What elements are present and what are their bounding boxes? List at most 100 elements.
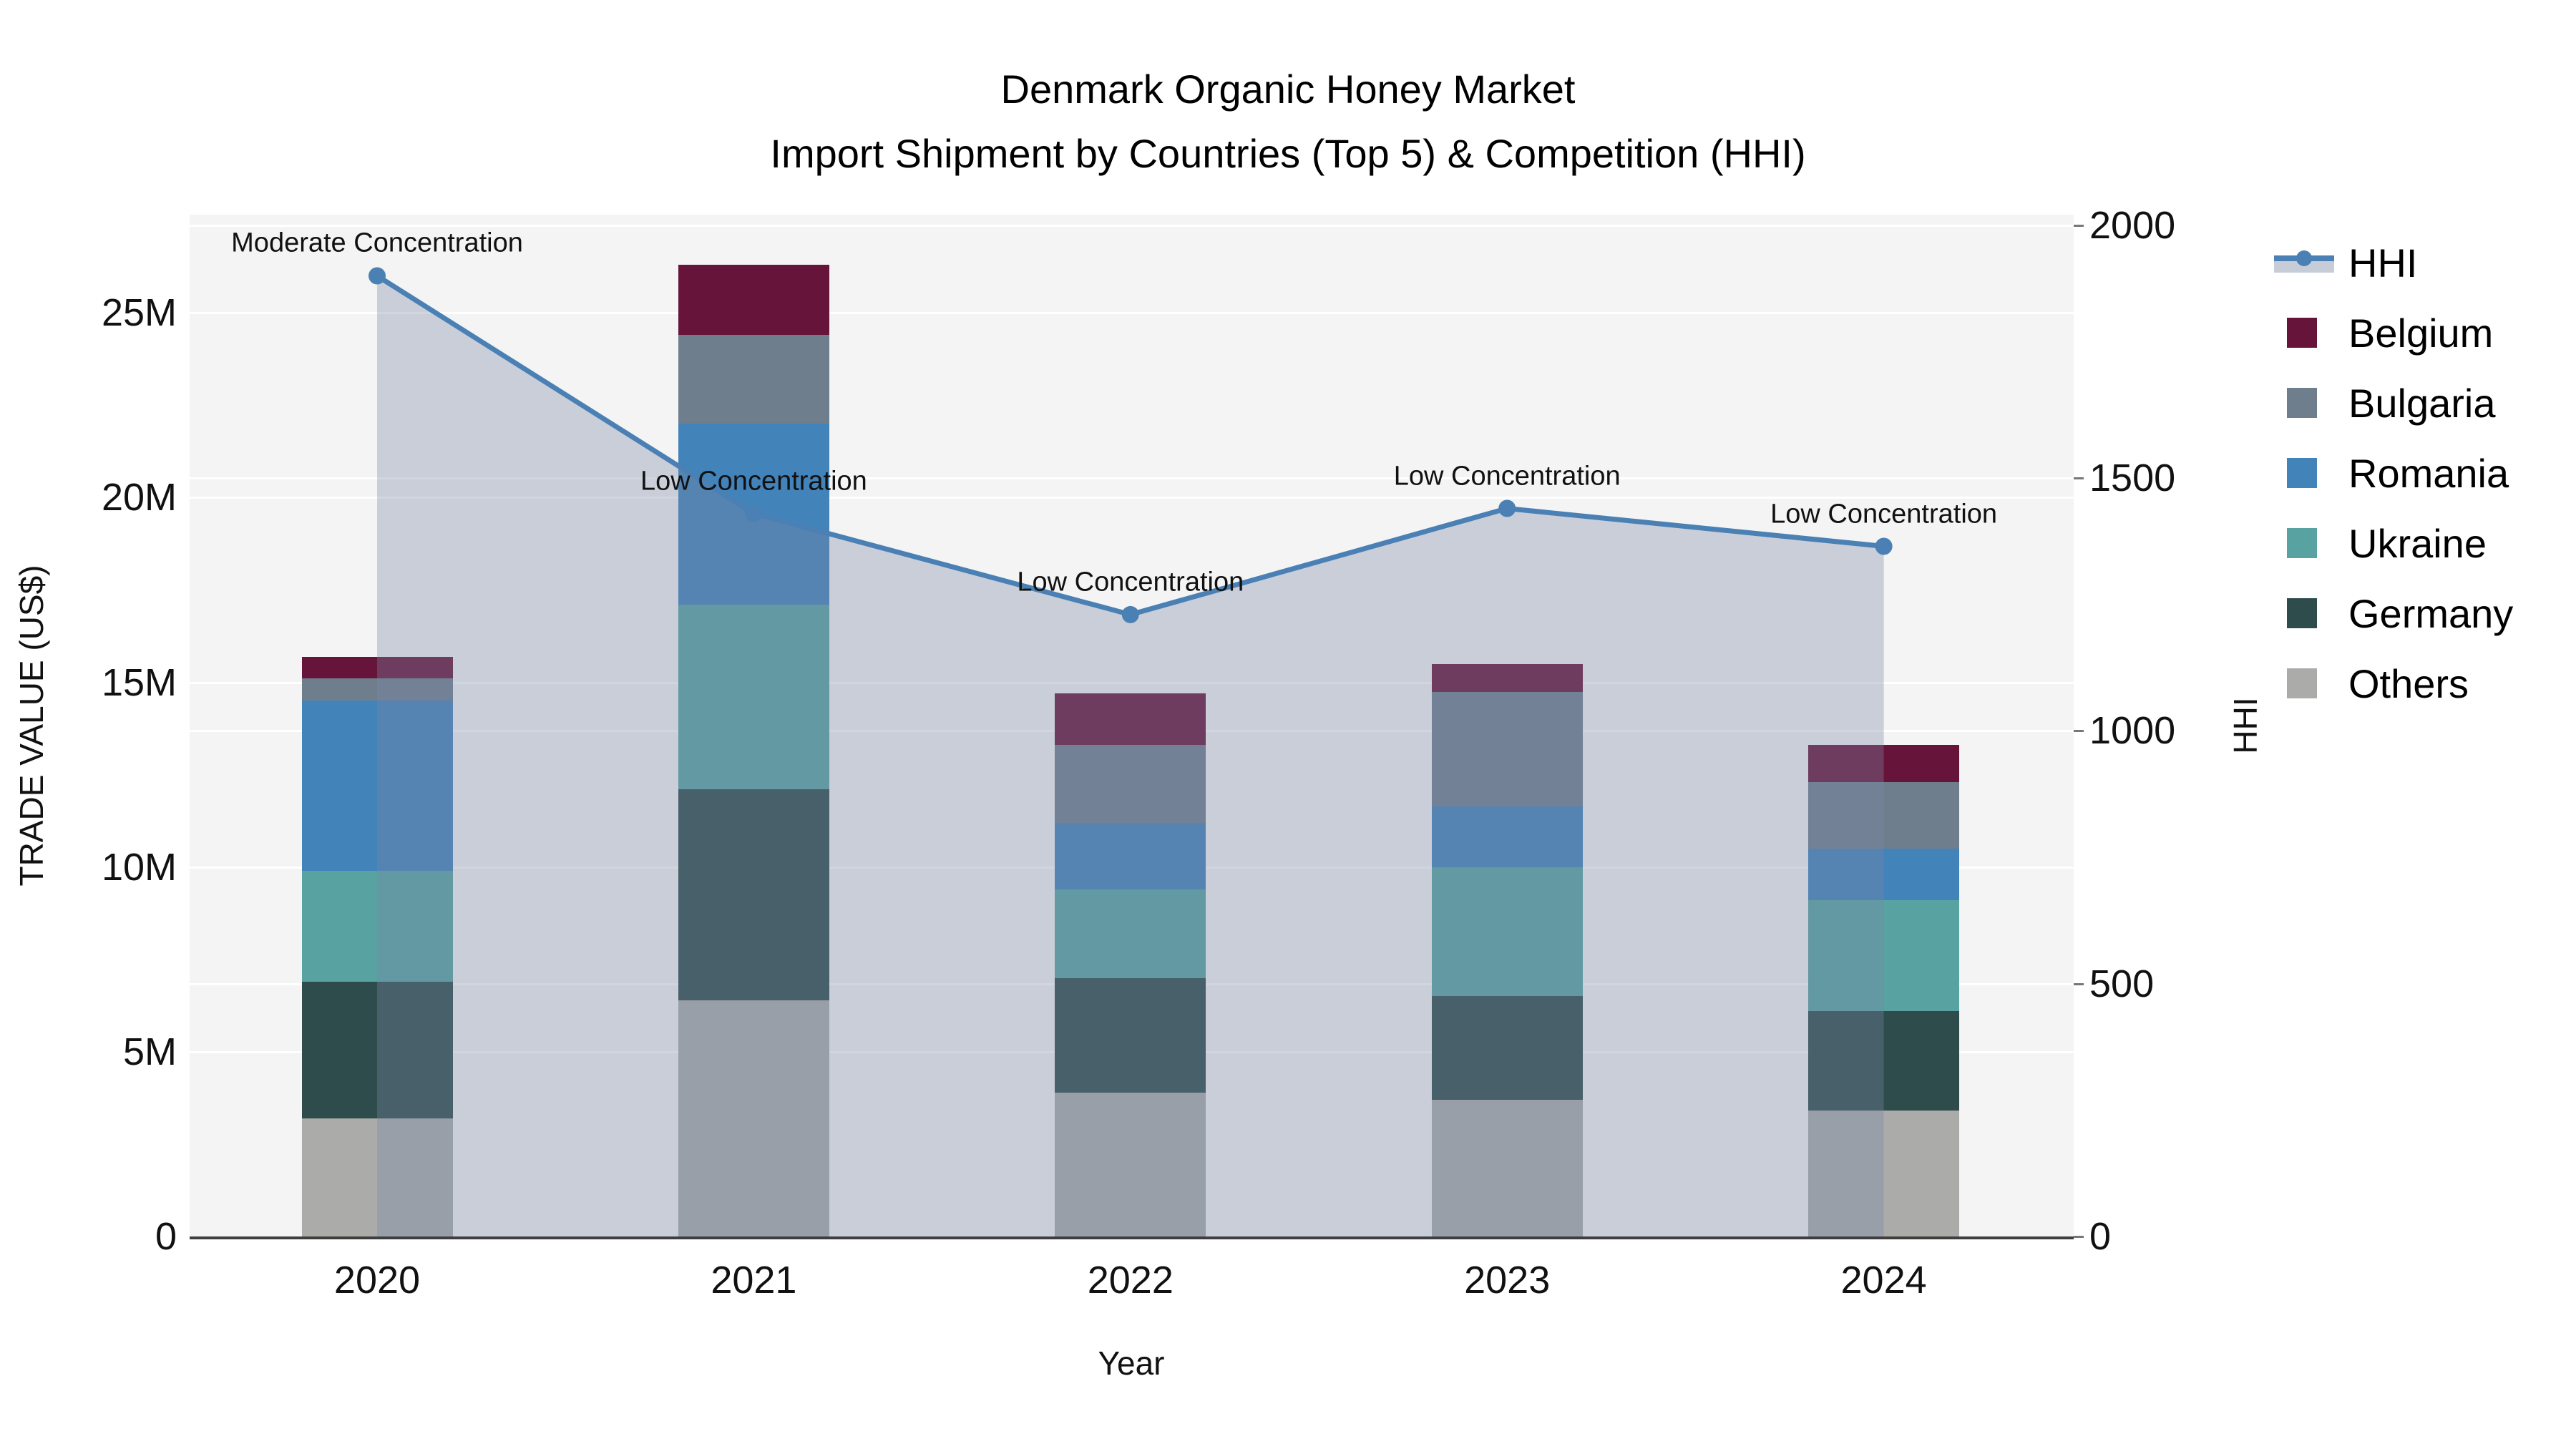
gridline-left-15M [190, 681, 2074, 684]
hhi-marker-2022[interactable] [1121, 605, 1139, 623]
bar-segment-2022-bulgaria[interactable] [1055, 745, 1206, 823]
legend-item-belgium[interactable]: Belgium [2274, 298, 2513, 368]
gridline-right-1500 [190, 477, 2074, 480]
y-right-tick-0: 0 [2089, 1215, 2112, 1258]
gridline-left-25M [190, 312, 2074, 315]
bar-segment-2020-ukraine[interactable] [301, 870, 453, 982]
annotation-2024: Low Concentration [1770, 499, 1998, 530]
legend-item-germany[interactable]: Germany [2274, 578, 2513, 648]
romania-color-square-icon [2287, 458, 2317, 488]
legend-label-ukraine: Ukraine [2348, 520, 2487, 566]
belgium-swatch-icon [2274, 318, 2348, 348]
bar-2020 [301, 656, 453, 1236]
bar-segment-2023-ukraine[interactable] [1431, 867, 1583, 997]
bar-segment-2021-belgium[interactable] [678, 265, 829, 336]
legend: HHI Belgium Bulgaria Romania Ukraine Germany O… [2274, 228, 2513, 718]
y-right-tick-1000: 1000 [2089, 709, 2176, 753]
bulgaria-swatch-icon [2274, 388, 2348, 418]
bar-2021 [678, 265, 829, 1236]
bar-segment-2022-others[interactable] [1055, 1092, 1206, 1236]
hhi-line-layer [369, 267, 1893, 1236]
hhi-marker-2023[interactable] [1498, 499, 1516, 517]
plot-area: Moderate Concentration Low Concentration L… [190, 215, 2074, 1239]
title-line-2: Import Shipment by Countries (Top 5) & C… [770, 131, 1806, 176]
y-left-tick-15M: 15M [101, 660, 177, 704]
hhi-marker-2024[interactable] [1875, 537, 1893, 555]
bar-segment-2024-others[interactable] [1808, 1111, 1960, 1236]
y-left-tick-5M: 5M [122, 1030, 177, 1073]
bar-segment-2022-belgium[interactable] [1055, 693, 1206, 746]
bar-segment-2024-belgium[interactable] [1808, 745, 1960, 783]
others-swatch-icon [2274, 668, 2348, 698]
chart-title: Denmark Organic Honey Market Import Ship… [0, 57, 2576, 186]
bar-segment-2023-germany[interactable] [1431, 996, 1583, 1100]
hhi-swatch-icon [2274, 247, 2348, 278]
bar-segment-2021-germany[interactable] [678, 789, 829, 1000]
legend-item-romania[interactable]: Romania [2274, 438, 2513, 508]
bar-segment-2023-romania[interactable] [1431, 806, 1583, 867]
y-left-tick-0: 0 [155, 1215, 177, 1258]
legend-item-hhi[interactable]: HHI [2274, 228, 2513, 298]
bar-2023 [1431, 663, 1583, 1236]
annotation-2023: Low Concentration [1393, 461, 1621, 492]
annotation-2020: Moderate Concentration [231, 228, 523, 258]
y-left-tick-10M: 10M [101, 845, 177, 889]
legend-item-ukraine[interactable]: Ukraine [2274, 508, 2513, 578]
legend-label-others: Others [2348, 660, 2469, 706]
belgium-color-square-icon [2287, 318, 2317, 348]
bar-segment-2020-romania[interactable] [301, 701, 453, 871]
bulgaria-color-square-icon [2287, 388, 2317, 418]
bar-segment-2020-bulgaria[interactable] [301, 678, 453, 701]
legend-label-belgium: Belgium [2348, 310, 2494, 356]
bar-segment-2024-ukraine[interactable] [1808, 900, 1960, 1012]
bar-2024 [1808, 745, 1960, 1236]
hhi-line-swatch-icon [2274, 247, 2334, 278]
bar-segment-2020-germany[interactable] [301, 981, 453, 1118]
bar-segment-2021-ukraine[interactable] [678, 605, 829, 790]
y-axis-right-title: HHI [2227, 697, 2264, 754]
bar-segment-2020-belgium[interactable] [301, 656, 453, 679]
bar-segment-2022-germany[interactable] [1055, 977, 1206, 1093]
bar-segment-2024-bulgaria[interactable] [1808, 782, 1960, 849]
ukraine-color-square-icon [2287, 528, 2317, 558]
annotation-2022: Low Concentration [1017, 567, 1244, 597]
bar-segment-2021-bulgaria[interactable] [678, 335, 829, 424]
legend-label-romania: Romania [2348, 450, 2509, 496]
bar-segment-2021-others[interactable] [678, 1000, 829, 1236]
title-line-1: Denmark Organic Honey Market [1000, 67, 1576, 112]
x-tick-2024: 2024 [1840, 1259, 1927, 1302]
x-axis-title: Year [1098, 1345, 1165, 1382]
bar-segment-2023-belgium[interactable] [1431, 663, 1583, 692]
bar-segment-2022-romania[interactable] [1055, 822, 1206, 889]
y-right-tick-2000: 2000 [2089, 203, 2176, 247]
bar-segment-2020-others[interactable] [301, 1118, 453, 1236]
legend-label-bulgaria: Bulgaria [2348, 380, 2496, 426]
romania-swatch-icon [2274, 458, 2348, 488]
legend-item-bulgaria[interactable]: Bulgaria [2274, 368, 2513, 438]
y-right-tickmark-500 [2074, 982, 2084, 985]
y-right-tick-500: 500 [2089, 962, 2155, 1005]
bar-segment-2024-germany[interactable] [1808, 1011, 1960, 1111]
x-tick-2021: 2021 [711, 1259, 797, 1302]
y-right-tickmark-0 [2074, 1236, 2084, 1238]
bar-segment-2022-ukraine[interactable] [1055, 889, 1206, 978]
hhi-marker-2020[interactable] [369, 267, 386, 285]
legend-item-others[interactable]: Others [2274, 648, 2513, 718]
germany-swatch-icon [2274, 598, 2348, 628]
x-tick-2022: 2022 [1087, 1259, 1174, 1302]
hhi-marker-2021[interactable] [745, 504, 763, 522]
bar-segment-2023-others[interactable] [1431, 1099, 1583, 1236]
y-right-tick-1500: 1500 [2089, 457, 2176, 500]
legend-label-hhi: HHI [2348, 240, 2418, 286]
bar-2022 [1055, 693, 1206, 1236]
gridline-left-20M [190, 497, 2074, 499]
y-left-tick-20M: 20M [101, 476, 177, 519]
y-right-tickmark-1000 [2074, 730, 2084, 733]
y-left-tick-25M: 25M [101, 291, 177, 335]
bar-segment-2024-romania[interactable] [1808, 848, 1960, 901]
bar-segment-2023-bulgaria[interactable] [1431, 691, 1583, 806]
annotation-2021: Low Concentration [640, 466, 867, 497]
x-tick-2020: 2020 [333, 1259, 421, 1302]
y-right-tickmark-2000 [2074, 224, 2084, 227]
